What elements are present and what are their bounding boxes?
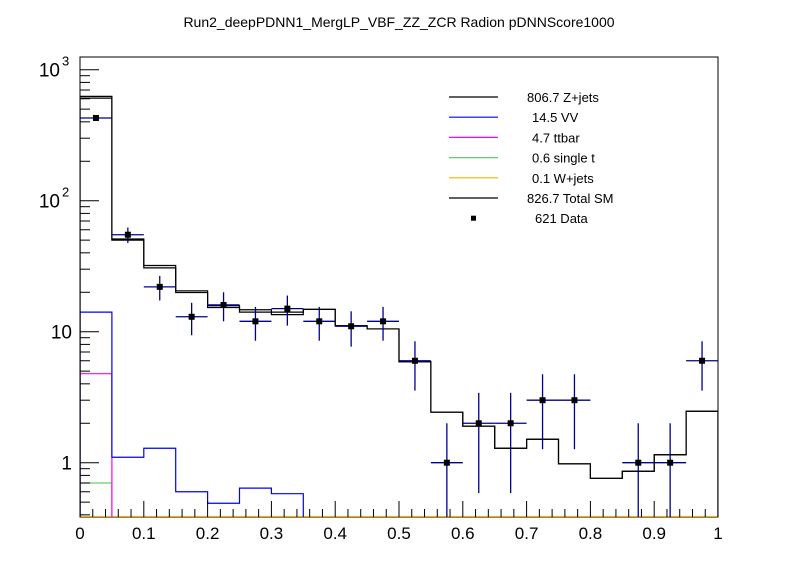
data-point — [462, 392, 495, 494]
x-tick-label: 0.5 — [387, 524, 411, 543]
data-marker — [252, 318, 259, 325]
x-tick-label: 0 — [75, 524, 84, 543]
data-marker — [571, 397, 578, 404]
data-marker — [284, 305, 291, 312]
legend-swatch-data — [471, 215, 476, 221]
data-point — [526, 374, 559, 450]
legend-label: 621 Data — [535, 211, 589, 226]
data-point — [622, 423, 655, 517]
data-point — [239, 306, 272, 341]
x-tick-label: 0.6 — [451, 524, 475, 543]
data-point — [271, 295, 304, 326]
data-point — [303, 306, 336, 341]
legend-label: 0.1 W+jets — [532, 171, 594, 186]
data-marker — [188, 313, 195, 320]
y-tick-label: 10 — [39, 61, 60, 82]
x-tick-label: 0.4 — [323, 524, 347, 543]
chart-title: Run2_deepPDNN1_MergLP_VBF_ZZ_ZCR Radion … — [183, 14, 614, 30]
legend-label: 14.5 VV — [532, 110, 579, 125]
data-point — [686, 341, 718, 391]
legend-label: 826.7 Total SM — [527, 191, 613, 206]
data-point — [335, 311, 368, 347]
data-marker — [539, 397, 546, 404]
data-marker — [348, 323, 355, 330]
data-marker — [443, 459, 450, 466]
data-point — [558, 374, 591, 450]
legend-label: 806.7 Z+jets — [527, 90, 599, 105]
data-point — [399, 341, 431, 391]
legend-label: 4.7 ttbar — [532, 130, 580, 145]
data-point — [207, 292, 240, 322]
data-marker — [635, 459, 642, 466]
data-marker — [156, 283, 163, 290]
y-tick-label: 1 — [61, 454, 72, 475]
data-marker — [124, 231, 131, 238]
y-tick-exponent: 3 — [62, 54, 69, 69]
data-point — [80, 114, 112, 121]
x-tick-label: 0.7 — [515, 524, 539, 543]
data-marker — [411, 357, 418, 364]
x-tick-label: 0.8 — [579, 524, 603, 543]
data-marker — [92, 114, 99, 121]
data-point — [494, 392, 527, 494]
series-vv-line — [80, 311, 304, 517]
y-tick-label: 10 — [39, 192, 60, 213]
y-tick-label: 10 — [51, 323, 72, 344]
data-point — [175, 302, 208, 336]
data-point — [143, 275, 176, 301]
data-point — [430, 423, 463, 517]
data-marker — [220, 301, 227, 308]
legend-label: 0.6 single t — [532, 151, 595, 166]
x-tick-label: 1 — [713, 524, 722, 543]
x-tick-label: 0.1 — [132, 524, 156, 543]
x-tick-label: 0.3 — [260, 524, 284, 543]
x-tick-label: 0.9 — [642, 524, 666, 543]
data-point — [111, 227, 144, 243]
y-tick-exponent: 2 — [62, 185, 69, 200]
data-marker — [475, 420, 482, 427]
data-point — [367, 306, 399, 341]
data-marker — [380, 318, 387, 325]
data-marker — [316, 318, 323, 325]
data-marker — [507, 420, 514, 427]
data-marker — [699, 357, 706, 364]
data-point — [654, 423, 687, 517]
data-marker — [667, 459, 674, 466]
x-tick-label: 0.2 — [196, 524, 220, 543]
